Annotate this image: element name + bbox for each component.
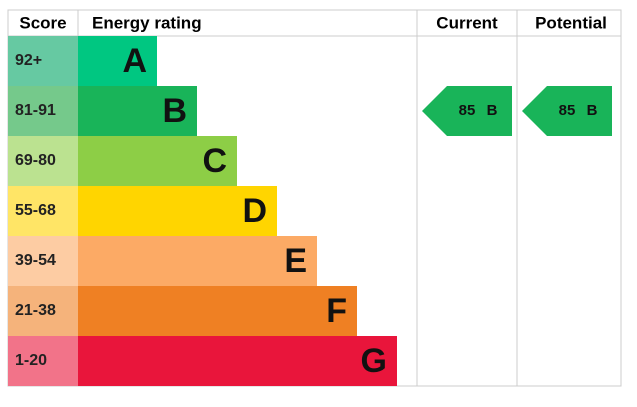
rating-letter: G	[361, 342, 387, 380]
rating-bar	[78, 286, 357, 336]
score-label: 21-38	[15, 302, 56, 319]
rating-letter: D	[242, 192, 267, 230]
score-cell	[8, 36, 78, 86]
rating-bar	[78, 136, 237, 186]
rating-bar	[78, 86, 197, 136]
rating-bar	[78, 36, 157, 86]
score-cell	[8, 136, 78, 186]
current-marker	[422, 86, 512, 136]
score-label: 81-91	[15, 102, 56, 119]
rating-bar	[78, 236, 317, 286]
score-cell	[8, 236, 78, 286]
header-current: Current	[436, 13, 498, 32]
rating-letter: E	[284, 242, 307, 280]
rating-bar	[78, 336, 397, 386]
score-cell	[8, 86, 78, 136]
header-potential: Potential	[535, 13, 607, 32]
rating-letter: C	[202, 142, 227, 180]
rating-bar	[78, 186, 277, 236]
score-label: 92+	[15, 52, 42, 69]
score-label: 55-68	[15, 202, 56, 219]
current-letter: B	[487, 102, 498, 119]
rating-letter: A	[122, 42, 147, 80]
header-rating: Energy rating	[92, 13, 202, 32]
score-cell	[8, 186, 78, 236]
current-value: 85	[459, 102, 476, 119]
header-score: Score	[19, 13, 66, 32]
score-cell	[8, 286, 78, 336]
score-label: 69-80	[15, 152, 56, 169]
potential-marker	[522, 86, 612, 136]
potential-letter: B	[587, 102, 598, 119]
rating-letter: B	[162, 92, 187, 130]
rating-letter: F	[326, 292, 347, 330]
score-cell	[8, 336, 78, 386]
score-label: 39-54	[15, 252, 56, 269]
score-label: 1-20	[15, 352, 47, 369]
potential-value: 85	[559, 102, 576, 119]
